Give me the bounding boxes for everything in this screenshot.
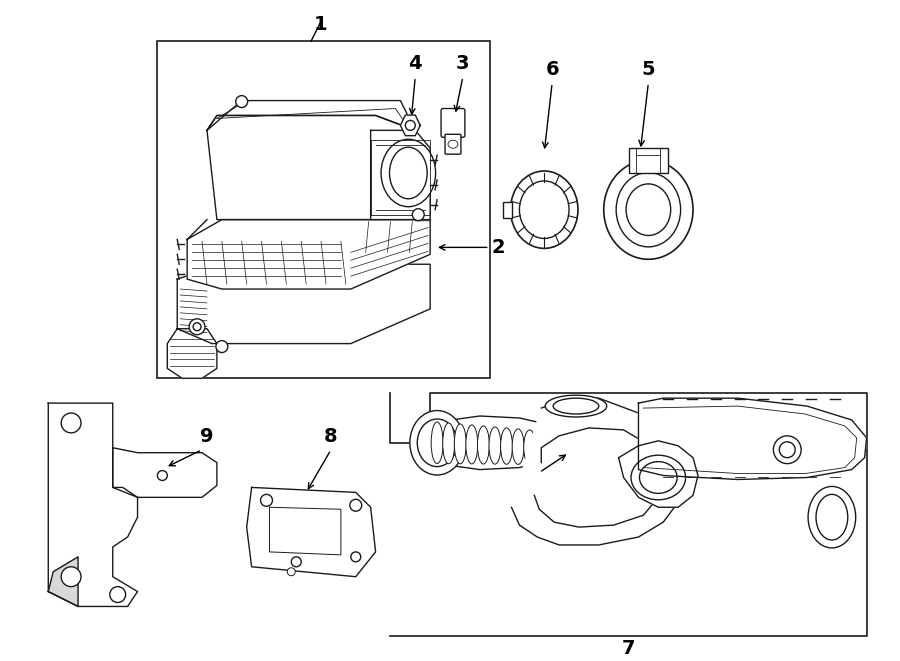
- Text: 2: 2: [491, 238, 505, 257]
- Text: 8: 8: [324, 427, 338, 446]
- Circle shape: [412, 209, 424, 221]
- Ellipse shape: [604, 160, 693, 259]
- Ellipse shape: [410, 410, 464, 475]
- Circle shape: [194, 323, 201, 330]
- Circle shape: [351, 552, 361, 562]
- Circle shape: [405, 120, 415, 130]
- FancyBboxPatch shape: [441, 108, 465, 137]
- Ellipse shape: [512, 429, 524, 465]
- Circle shape: [773, 436, 801, 463]
- Circle shape: [236, 96, 248, 108]
- Ellipse shape: [477, 426, 490, 464]
- Text: 9: 9: [200, 427, 213, 446]
- Polygon shape: [371, 140, 430, 215]
- Polygon shape: [177, 264, 430, 344]
- Ellipse shape: [489, 427, 501, 464]
- Circle shape: [260, 494, 273, 506]
- Polygon shape: [247, 487, 375, 576]
- Text: 1: 1: [314, 15, 328, 34]
- Polygon shape: [49, 557, 78, 606]
- Ellipse shape: [554, 398, 598, 414]
- Ellipse shape: [808, 486, 856, 548]
- Circle shape: [110, 586, 126, 602]
- Ellipse shape: [626, 184, 670, 235]
- FancyBboxPatch shape: [445, 134, 461, 154]
- Ellipse shape: [536, 431, 547, 465]
- Ellipse shape: [519, 181, 569, 239]
- Ellipse shape: [640, 461, 677, 493]
- Bar: [628, 148, 668, 173]
- Polygon shape: [167, 329, 217, 378]
- Text: 7: 7: [622, 639, 635, 658]
- Polygon shape: [400, 115, 420, 136]
- Ellipse shape: [816, 494, 848, 540]
- Polygon shape: [618, 441, 698, 507]
- Circle shape: [779, 442, 796, 457]
- Polygon shape: [49, 403, 138, 606]
- Ellipse shape: [524, 430, 536, 465]
- Polygon shape: [207, 116, 415, 219]
- Text: 5: 5: [642, 59, 655, 79]
- Ellipse shape: [448, 140, 458, 148]
- Polygon shape: [112, 447, 217, 497]
- Circle shape: [61, 566, 81, 586]
- Polygon shape: [511, 398, 683, 545]
- Circle shape: [292, 557, 302, 566]
- Ellipse shape: [510, 171, 578, 249]
- Bar: [502, 202, 512, 217]
- Circle shape: [189, 319, 205, 334]
- Circle shape: [287, 568, 295, 576]
- Ellipse shape: [500, 428, 512, 464]
- Circle shape: [158, 471, 167, 481]
- Polygon shape: [207, 100, 415, 130]
- Text: 4: 4: [409, 54, 422, 73]
- Circle shape: [61, 413, 81, 433]
- Polygon shape: [638, 398, 867, 479]
- Ellipse shape: [545, 395, 607, 417]
- Ellipse shape: [381, 139, 436, 207]
- Text: 6: 6: [545, 59, 559, 79]
- Circle shape: [216, 340, 228, 352]
- Polygon shape: [371, 130, 430, 219]
- Ellipse shape: [431, 422, 443, 463]
- Ellipse shape: [454, 424, 466, 464]
- Ellipse shape: [443, 423, 454, 464]
- Ellipse shape: [390, 147, 428, 199]
- Circle shape: [350, 499, 362, 511]
- Ellipse shape: [466, 425, 478, 464]
- Polygon shape: [187, 219, 430, 289]
- Ellipse shape: [418, 419, 457, 467]
- Bar: [158, 41, 490, 378]
- Ellipse shape: [616, 173, 680, 247]
- Polygon shape: [269, 507, 341, 555]
- Ellipse shape: [631, 455, 686, 500]
- Text: 3: 3: [456, 54, 470, 73]
